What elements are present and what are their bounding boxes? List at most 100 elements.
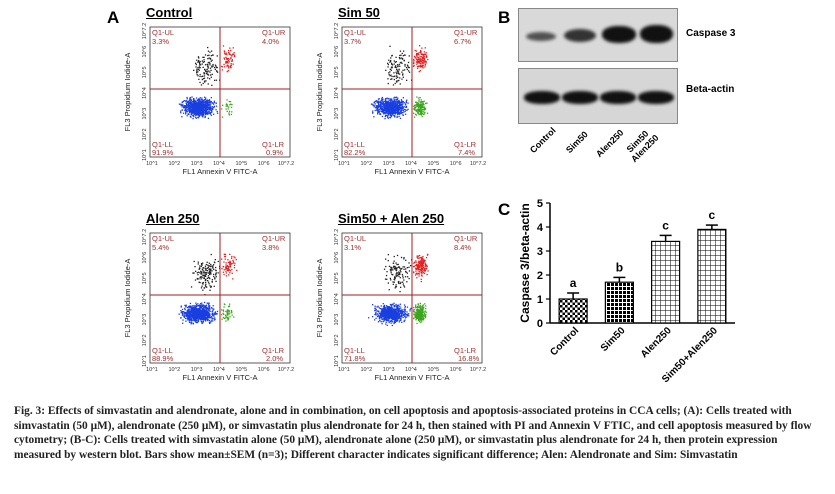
y-tick-label: 10^4 bbox=[142, 293, 148, 305]
blot-lane-label-4: Sim50 Alen250 bbox=[624, 128, 661, 165]
x-tick-label: 10^4 bbox=[213, 367, 225, 373]
y-axis-label: Caspase 3/beta-actin bbox=[518, 203, 532, 322]
quadrant-ul-label: Q1-UL bbox=[344, 234, 366, 243]
x-tick-label: 10^5 bbox=[427, 161, 439, 167]
y-tick-label: 10^6 bbox=[142, 252, 148, 264]
x-tick-label: 10^6 bbox=[258, 367, 270, 373]
x-axis-label: FL1 Annexin V FITC-A bbox=[182, 373, 257, 382]
x-tick-label: 10^1 bbox=[338, 161, 350, 167]
figure-caption: Fig. 3: Effects of simvastatin and alend… bbox=[14, 405, 812, 461]
quadrant-ll-label: Q1-LL bbox=[344, 346, 365, 355]
scatter-points bbox=[178, 253, 238, 325]
quadrant-ur-label: Q1-UR bbox=[454, 234, 478, 243]
x-tick-label: 10^1 bbox=[146, 367, 158, 373]
quadrant-ur-label: Q1-UR bbox=[262, 28, 286, 37]
significance-letter: c bbox=[709, 208, 716, 222]
y-tick-label: 10^2 bbox=[334, 334, 340, 346]
quadrant-ll-value: 88.9% bbox=[152, 354, 174, 363]
quadrant-ur-value: 4.0% bbox=[262, 37, 279, 46]
x-tick-label: 10^7.2 bbox=[278, 367, 294, 373]
actin-band-1 bbox=[524, 91, 560, 104]
caspase3-bar-chart: 0 1 2 3 4 5 Caspase 3/beta-actin a Control b Sim50… bbox=[518, 198, 735, 385]
x-tick-label: 10^6 bbox=[450, 161, 462, 167]
caspase3-band-2 bbox=[564, 29, 596, 42]
x-tick-label: 10^4 bbox=[405, 161, 417, 167]
bar bbox=[651, 240, 681, 324]
category-label: Control bbox=[548, 325, 581, 358]
y-tick-label: 10^3 bbox=[142, 314, 148, 326]
quadrant-lr-label: Q1-LR bbox=[262, 140, 285, 149]
quadrant-ul-label: Q1-UL bbox=[344, 28, 366, 37]
quadrant-ul-label: Q1-UL bbox=[152, 28, 174, 37]
y-tick-label: 3 bbox=[537, 246, 543, 258]
y-tick-label: 2 bbox=[537, 270, 543, 282]
x-tick-label: 10^2 bbox=[360, 161, 372, 167]
quadrant-lr-label: Q1-LR bbox=[262, 346, 285, 355]
y-tick-label: 5 bbox=[537, 198, 543, 210]
flow-title-alen250: Alen 250 bbox=[146, 211, 200, 226]
category-label: Alen250 bbox=[639, 325, 674, 360]
x-tick-label: 10^2 bbox=[168, 161, 180, 167]
y-tick-label: 10^5 bbox=[142, 272, 148, 284]
quadrant-lr-value: 0.9% bbox=[266, 148, 283, 157]
quadrant-ur-label: Q1-UR bbox=[454, 28, 478, 37]
y-tick-label: 10^4 bbox=[142, 87, 148, 99]
quadrant-ul-value: 3.3% bbox=[152, 37, 169, 46]
y-tick-label: 10^5 bbox=[142, 66, 148, 78]
y-tick-label: 10^1 bbox=[142, 149, 148, 161]
flow-title-sim50: Sim 50 bbox=[338, 5, 380, 20]
quadrant-ll-label: Q1-LL bbox=[152, 140, 173, 149]
actin-band-4 bbox=[638, 91, 674, 104]
quadrant-lr-value: 16.8% bbox=[458, 354, 480, 363]
x-tick-label: 10^3 bbox=[383, 367, 395, 373]
quadrant-ll-label: Q1-LL bbox=[344, 140, 365, 149]
y-tick-label: 10^3 bbox=[142, 108, 148, 120]
panel-b-label: B bbox=[498, 8, 511, 27]
quadrant-ur-value: 3.8% bbox=[262, 243, 279, 252]
quadrant-ul-label: Q1-UL bbox=[152, 234, 174, 243]
actin-band-2 bbox=[562, 91, 598, 104]
x-tick-label: 10^5 bbox=[235, 367, 247, 373]
x-tick-label: 10^6 bbox=[258, 161, 270, 167]
quadrant-ll-label: Q1-LL bbox=[152, 346, 173, 355]
quadrant-lr-label: Q1-LR bbox=[454, 140, 477, 149]
quadrant-ur-value: 8.4% bbox=[454, 243, 471, 252]
x-tick-label: 10^4 bbox=[213, 161, 225, 167]
significance-letter: b bbox=[616, 260, 623, 274]
betaactin-label: Beta-actin bbox=[686, 84, 735, 95]
quadrant-ll-value: 71.8% bbox=[344, 354, 366, 363]
y-tick-label: 10^6 bbox=[334, 46, 340, 58]
y-tick-label: 10^7.2 bbox=[334, 23, 340, 39]
flow-title-control: Control bbox=[146, 5, 193, 20]
y-tick-label: 10^5 bbox=[334, 272, 340, 284]
y-tick-label: 10^3 bbox=[334, 314, 340, 326]
y-tick-label: 10^4 bbox=[334, 293, 340, 305]
quadrant-ur-label: Q1-UR bbox=[262, 234, 286, 243]
x-tick-label: 10^3 bbox=[383, 161, 395, 167]
y-tick-label: 10^3 bbox=[334, 108, 340, 120]
quadrant-ll-value: 82.2% bbox=[344, 148, 366, 157]
western-blot bbox=[518, 8, 678, 124]
y-tick-label: 10^6 bbox=[334, 252, 340, 264]
y-tick-label: 1 bbox=[537, 294, 543, 306]
x-tick-label: 10^3 bbox=[191, 161, 203, 167]
x-tick-label: 10^6 bbox=[450, 367, 462, 373]
y-tick-label: 10^2 bbox=[142, 128, 148, 140]
quadrant-ll-value: 91.9% bbox=[152, 148, 174, 157]
significance-letter: c bbox=[662, 218, 669, 232]
y-tick-label: 10^7.2 bbox=[334, 229, 340, 245]
quadrant-lr-value: 7.4% bbox=[458, 148, 475, 157]
x-tick-label: 10^5 bbox=[427, 367, 439, 373]
x-axis-label: FL1 Annexin V FITC-A bbox=[374, 167, 449, 176]
y-tick-label: 10^7.2 bbox=[142, 229, 148, 245]
blot-lane-label-2: Sim50 bbox=[564, 129, 590, 156]
quadrant-ul-value: 5.4% bbox=[152, 243, 169, 252]
x-tick-label: 10^7.2 bbox=[278, 161, 294, 167]
bar bbox=[697, 228, 727, 324]
y-tick-label: 10^2 bbox=[142, 334, 148, 346]
x-tick-label: 10^1 bbox=[146, 161, 158, 167]
y-tick-label: 10^1 bbox=[334, 355, 340, 367]
